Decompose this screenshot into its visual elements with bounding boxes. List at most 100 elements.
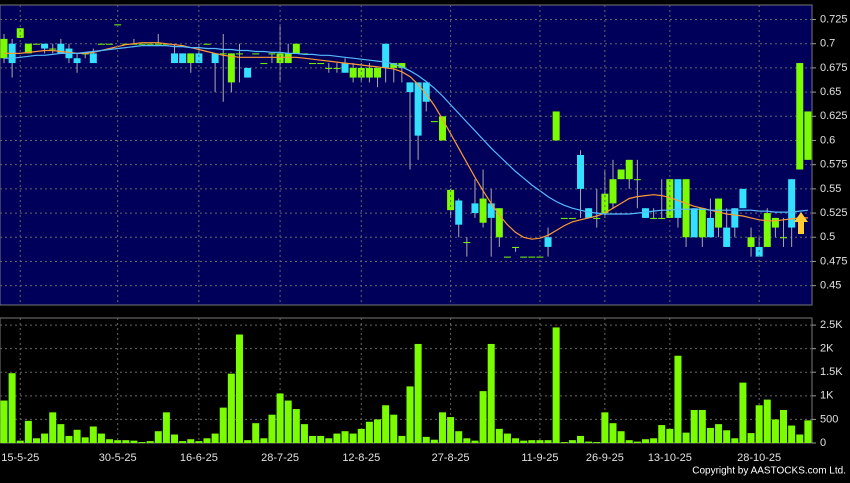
volume-bar bbox=[512, 438, 520, 443]
volume-bar bbox=[357, 428, 365, 443]
volume-bar bbox=[755, 405, 763, 443]
moving-average-line bbox=[4, 45, 808, 215]
candle-body bbox=[284, 53, 292, 64]
volume-bar bbox=[390, 414, 398, 443]
candle-body bbox=[455, 200, 463, 225]
volume-bar bbox=[41, 433, 49, 443]
candle-body bbox=[625, 159, 633, 180]
candle-body bbox=[650, 217, 658, 219]
candle-body bbox=[349, 67, 357, 78]
candle-body bbox=[617, 169, 625, 180]
candle-body bbox=[406, 82, 414, 93]
candle-body bbox=[528, 256, 536, 258]
candle-body bbox=[390, 63, 398, 68]
candle-body bbox=[317, 63, 325, 65]
volume-bar bbox=[560, 442, 568, 443]
volume-bar bbox=[252, 423, 260, 443]
volume-bar bbox=[747, 433, 755, 443]
volume-bar bbox=[463, 438, 471, 443]
volume-bar bbox=[89, 426, 97, 443]
volume-bar bbox=[0, 400, 8, 443]
volume-bar bbox=[219, 407, 227, 443]
candle-body bbox=[609, 179, 617, 204]
y-tick-label: 0.7 bbox=[820, 38, 835, 50]
volume-bar bbox=[771, 419, 779, 443]
volume-bar bbox=[633, 441, 641, 443]
volume-panel bbox=[0, 317, 813, 444]
volume-bar bbox=[122, 440, 130, 443]
x-tick-label: 27-8-25 bbox=[432, 452, 470, 464]
arrow-icon bbox=[794, 212, 808, 234]
volume-bar bbox=[455, 431, 463, 443]
candle-body bbox=[430, 121, 438, 123]
x-tick-label: 30-5-25 bbox=[99, 452, 137, 464]
x-tick-label: 15-5-25 bbox=[1, 452, 39, 464]
volume-bar bbox=[195, 441, 203, 443]
candle-body bbox=[658, 217, 666, 219]
candle-body bbox=[690, 208, 698, 238]
moving-average-line bbox=[4, 42, 808, 240]
volume-bar bbox=[73, 429, 81, 443]
y-tick-label: 2.5K bbox=[820, 319, 843, 331]
volume-bar bbox=[706, 427, 714, 443]
volume-bar bbox=[317, 435, 325, 443]
candle-body bbox=[520, 256, 528, 258]
candle-body bbox=[495, 208, 503, 238]
volume-bar bbox=[398, 435, 406, 443]
candle-body bbox=[154, 43, 162, 45]
candle-body bbox=[309, 63, 317, 65]
volume-bar bbox=[114, 440, 122, 443]
copyright: Copyright by AASTOCKS.com Ltd. bbox=[692, 466, 846, 477]
candle-body bbox=[0, 38, 8, 59]
volume-bar bbox=[203, 438, 211, 443]
candle-body bbox=[24, 43, 32, 54]
candle-body bbox=[471, 203, 479, 214]
candle-body bbox=[73, 58, 81, 64]
candle-body bbox=[796, 63, 804, 170]
candle-body bbox=[41, 43, 49, 49]
volume-bar bbox=[617, 431, 625, 443]
y-tick-label: 0.5 bbox=[820, 231, 835, 243]
volume-bar bbox=[276, 393, 284, 443]
candle-body bbox=[536, 256, 544, 258]
volume-bar bbox=[146, 441, 154, 443]
candle-body bbox=[674, 179, 682, 218]
candle-body bbox=[422, 82, 430, 102]
y-tick-label: 0.675 bbox=[820, 62, 848, 74]
x-tick-label: 28-10-25 bbox=[737, 452, 781, 464]
candle-body bbox=[682, 179, 690, 238]
candle-body bbox=[203, 43, 211, 45]
volume-bar bbox=[698, 409, 706, 443]
volume-bar bbox=[682, 432, 690, 443]
volume-bar bbox=[24, 420, 32, 443]
candle-body bbox=[89, 53, 97, 64]
candle-body bbox=[382, 43, 390, 68]
candle-body bbox=[560, 217, 568, 219]
candle-body bbox=[276, 53, 284, 64]
y-tick-label: 0.65 bbox=[820, 86, 841, 98]
volume-bar bbox=[641, 439, 649, 443]
candle-body bbox=[106, 43, 114, 45]
volume-bar bbox=[81, 437, 89, 443]
volume-bar bbox=[593, 442, 601, 443]
candle-body bbox=[593, 217, 601, 219]
y-tick-label: 0.725 bbox=[820, 13, 848, 25]
candle-body bbox=[49, 48, 57, 50]
volume-bar bbox=[382, 405, 390, 443]
y-tick-label: 0 bbox=[820, 437, 826, 449]
candle-body bbox=[731, 208, 739, 228]
volume-bar bbox=[503, 433, 511, 443]
volume-bar bbox=[430, 439, 438, 443]
volume-bar bbox=[788, 425, 796, 443]
y-tick-label: 1K bbox=[820, 390, 834, 402]
candle-body bbox=[438, 116, 446, 141]
candle-body bbox=[568, 217, 576, 219]
volume-bar bbox=[8, 373, 16, 443]
x-tick-label: 13-10-25 bbox=[648, 452, 692, 464]
volume-bar bbox=[731, 438, 739, 443]
candle-body bbox=[252, 53, 260, 55]
volume-bar bbox=[244, 440, 252, 443]
volume-bar bbox=[179, 441, 187, 443]
volume-bar bbox=[520, 440, 528, 443]
candle-body bbox=[763, 213, 771, 247]
